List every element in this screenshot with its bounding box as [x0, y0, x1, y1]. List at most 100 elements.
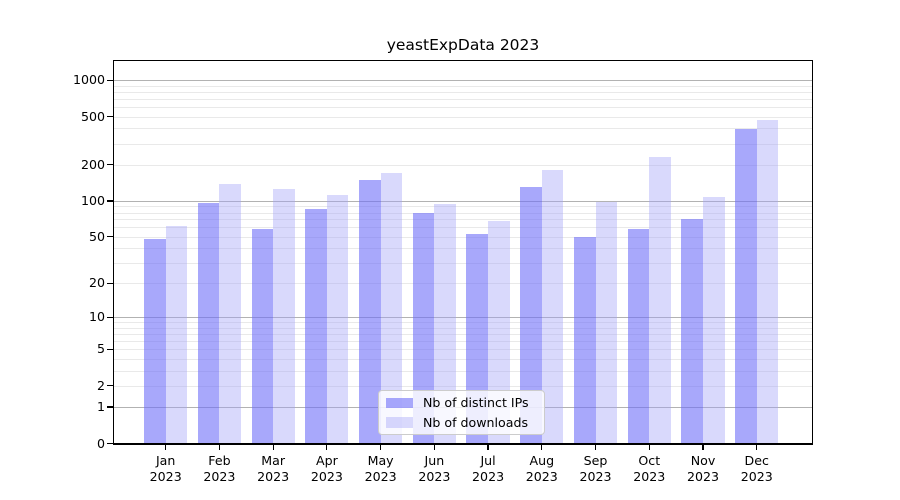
x-tick-mark [165, 444, 167, 450]
x-tick-month: Dec [744, 453, 769, 468]
bar-may-downloads [380, 172, 403, 444]
y-tick-label: 200 [80, 156, 105, 172]
x-tick-month: Jan [155, 453, 176, 468]
x-tick-label: Jan 2023 [136, 453, 196, 485]
x-tick-year: 2023 [525, 468, 558, 484]
x-tick-year: 2023 [149, 468, 182, 484]
x-tick-label: Nov 2023 [673, 453, 733, 485]
y-tick-label: 0 [96, 435, 105, 451]
x-tick-mark [487, 444, 489, 450]
bar-dec-distinct-ips [735, 129, 757, 444]
legend-row-distinct-ips: Nb of distinct IPs [386, 393, 537, 413]
minor-gridline [113, 283, 813, 285]
y-tick-mark [107, 316, 113, 319]
x-tick-mark [648, 444, 650, 450]
minor-gridline [113, 128, 813, 130]
x-tick-mark [594, 444, 597, 450]
x-tick-label: Jun 2023 [404, 453, 464, 485]
bar-mar-downloads [273, 189, 295, 444]
bar-jun-distinct-ips [412, 212, 435, 444]
bar-sep-distinct-ips [573, 236, 596, 444]
x-tick-year: 2023 [310, 468, 343, 484]
y-tick-mark [107, 200, 113, 202]
minor-gridline [113, 370, 813, 372]
x-tick-mark [433, 444, 435, 450]
x-tick-month: May [367, 453, 394, 468]
y-tick-mark [107, 442, 113, 445]
minor-gridline [113, 219, 813, 221]
bar-jan-downloads [165, 225, 188, 444]
right-spine [812, 60, 814, 445]
y-tick-label: 1 [96, 399, 105, 415]
minor-gridline [113, 206, 813, 208]
bar-jun-downloads [434, 203, 456, 444]
x-tick-year: 2023 [740, 468, 773, 484]
x-tick-mark [326, 444, 328, 450]
minor-gridline [113, 227, 813, 229]
minor-gridline [113, 263, 813, 264]
x-tick-label: Dec 2023 [727, 453, 787, 485]
x-tick-year: 2023 [633, 468, 666, 484]
bar-aug-distinct-ips [520, 186, 542, 444]
y-tick-mark [107, 236, 113, 238]
x-tick-month: Jul [480, 453, 496, 468]
bar-oct-distinct-ips [627, 229, 650, 444]
x-tick-label: May 2023 [351, 453, 411, 485]
y-tick-mark [107, 116, 113, 118]
bar-apr-downloads [326, 195, 349, 444]
minor-gridline [113, 328, 813, 330]
legend-label-distinct-ips: Nb of distinct IPs [423, 395, 529, 411]
x-tick-label: Aug 2023 [512, 453, 572, 485]
minor-gridline [113, 341, 813, 343]
x-tick-mark [380, 444, 382, 450]
minor-gridline [113, 236, 813, 238]
minor-gridline [113, 85, 813, 87]
x-tick-year: 2023 [472, 468, 505, 484]
y-tick-label: 1000 [72, 72, 105, 88]
legend-label-downloads: Nb of downloads [423, 414, 529, 430]
x-tick-mark [272, 444, 274, 450]
x-tick-label: Mar 2023 [243, 453, 303, 485]
x-tick-month: Nov [690, 453, 716, 468]
x-tick-label: Apr 2023 [297, 453, 357, 485]
y-tick-label: 100 [80, 192, 105, 208]
y-tick-label: 2 [96, 377, 105, 393]
x-tick-mark [756, 444, 758, 450]
minor-gridline [113, 164, 813, 166]
chart-title: yeastExpData 2023 [386, 36, 540, 54]
x-tick-month: Jun [424, 453, 445, 468]
bar-apr-distinct-ips [305, 209, 327, 444]
major-gridline [113, 317, 813, 319]
minor-gridline [113, 248, 813, 250]
minor-gridline [113, 116, 813, 118]
bar-oct-downloads [649, 156, 671, 444]
minor-gridline [113, 143, 813, 145]
minor-gridline [113, 358, 813, 360]
legend: Nb of distinct IPs Nb of downloads [378, 390, 545, 435]
minor-gridline [113, 349, 813, 351]
bar-jul-downloads [488, 220, 510, 444]
x-tick-year: 2023 [686, 468, 720, 484]
plot-area [113, 60, 813, 444]
x-tick-month: Sep [583, 453, 608, 468]
x-tick-year: 2023 [257, 468, 290, 484]
bar-mar-distinct-ips [251, 229, 274, 444]
y-tick-label: 500 [80, 108, 105, 124]
y-tick-label: 50 [88, 228, 105, 244]
minor-gridline [113, 334, 813, 336]
bar-sep-downloads [595, 201, 618, 444]
bar-feb-distinct-ips [197, 202, 220, 444]
minor-gridline [113, 99, 813, 101]
x-tick-month: Aug [529, 453, 555, 468]
bar-aug-downloads [541, 169, 564, 444]
x-tick-year: 2023 [418, 468, 451, 484]
x-tick-month: Feb [208, 453, 231, 468]
y-tick-label: 10 [88, 309, 105, 325]
legend-swatch-distinct-ips [386, 397, 413, 408]
x-tick-label: Oct 2023 [619, 453, 679, 485]
minor-gridline [113, 385, 813, 387]
minor-gridline [113, 212, 813, 214]
top-spine [113, 60, 814, 62]
bar-may-distinct-ips [359, 179, 381, 444]
